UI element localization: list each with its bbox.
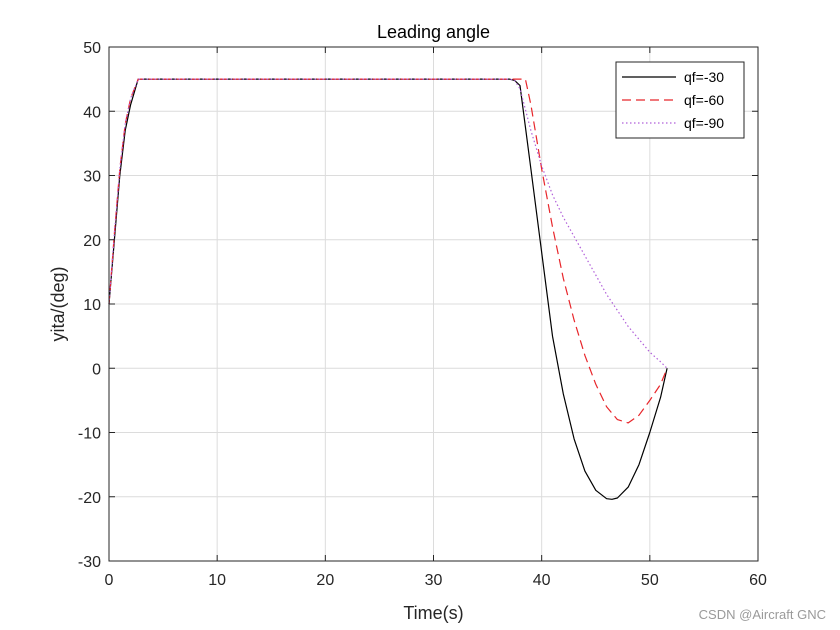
ticks: 0 10 20 30 40 50 60 -30 -20 -10 0 10 20 30 40 50	[78, 40, 767, 589]
chart-title: Leading angle	[377, 22, 490, 42]
x-tick-label: 60	[749, 572, 767, 589]
y-tick-label: 40	[83, 104, 101, 121]
legend: qf=-30 qf=-60 qf=-90	[615, 61, 745, 139]
series-layer	[108, 78, 668, 500]
y-tick-label: -20	[78, 490, 101, 507]
y-tick-label: 10	[83, 297, 101, 314]
legend-label-1: qf=-30	[684, 69, 724, 85]
legend-label-3: qf=-90	[684, 115, 724, 131]
legend-label-2: qf=-60	[684, 92, 724, 108]
x-tick-label: 0	[105, 572, 114, 589]
watermark: CSDN @Aircraft GNC	[699, 607, 826, 622]
y-tick-label: 50	[83, 40, 101, 57]
series-line-1	[108, 78, 668, 500]
y-tick-label: -30	[78, 554, 101, 571]
x-tick-label: 50	[641, 572, 659, 589]
x-tick-label: 10	[208, 572, 226, 589]
x-axis-label: Time(s)	[403, 603, 463, 623]
y-tick-label: 20	[83, 233, 101, 250]
series-line-2	[108, 78, 668, 424]
x-tick-label: 30	[425, 572, 443, 589]
legend-box	[615, 61, 745, 139]
x-tick-label: 40	[533, 572, 551, 589]
y-tick-label: -10	[78, 426, 101, 443]
y-tick-label: 0	[92, 361, 101, 378]
x-tick-label: 20	[316, 572, 334, 589]
y-tick-label: 30	[83, 169, 101, 186]
y-axis-label: yita/(deg)	[48, 266, 68, 341]
